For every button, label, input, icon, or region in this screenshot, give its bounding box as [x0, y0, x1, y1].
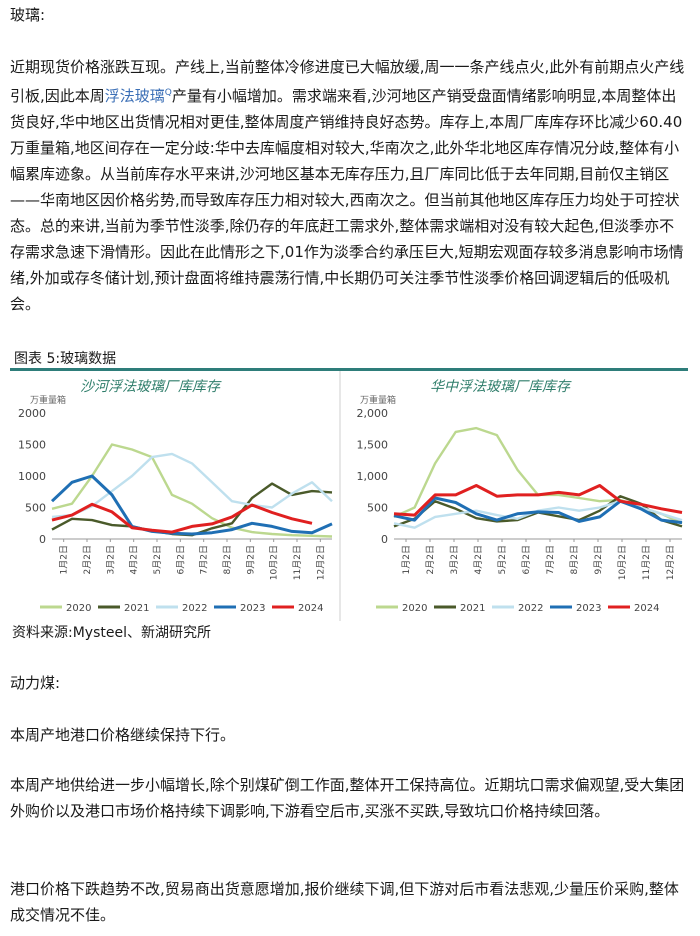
x-tick-label: 1月2日 [401, 545, 412, 574]
y-tick-label: 500 [25, 502, 46, 515]
chart-title: 华中浮法玻璃厂库库存 [430, 379, 572, 395]
x-tick-label: 10月2日 [617, 545, 628, 580]
figure-charts: 沙河浮法玻璃厂库库存 万重量箱 0 500 1000 1500 2000 1月2日 2月2日… [10, 368, 688, 623]
y-axis-label: 万重量箱 [30, 394, 66, 406]
y-tick-label: 2000 [18, 407, 46, 420]
x-tick-label: 4月2日 [129, 545, 140, 574]
legend-label-2021: 2021 [124, 603, 149, 614]
x-tick-label: 12月2日 [665, 545, 676, 580]
x-tick-label: 7月2日 [199, 545, 210, 574]
x-tick-label: 9月2日 [593, 545, 604, 574]
legend-label-2020: 2020 [402, 603, 427, 614]
x-tick-label: 5月2日 [152, 545, 163, 574]
legend-left: 2020 2021 2022 2023 2024 [40, 603, 323, 614]
series-line-2023 [50, 474, 333, 536]
legend-right: 2020 2021 2022 2023 2024 [376, 603, 659, 614]
y-tick-label: 1,500 [357, 439, 389, 452]
legend-label-2024: 2024 [634, 603, 659, 614]
legend-label-2021: 2021 [460, 603, 485, 614]
series-line-2023 [393, 496, 683, 525]
x-tick-label: 8月2日 [569, 545, 580, 574]
legend-label-2022: 2022 [182, 603, 207, 614]
legend-label-2022: 2022 [518, 603, 543, 614]
y-tick-label: 0 [39, 533, 46, 546]
x-tick-label: 7月2日 [545, 545, 556, 574]
section-heading-glass: 玻璃: [10, 6, 46, 24]
x-tick-label: 11月2日 [292, 545, 303, 580]
coal-paragraph-2: 本周产地供给进一步小幅增长,除个别煤矿倒工作面,整体开工保持高位。近期坑口需求偏… [10, 776, 685, 820]
section-heading-coal: 动力煤: [10, 674, 61, 692]
x-tick-label: 4月2日 [473, 545, 484, 574]
series-line-2020 [51, 443, 333, 538]
x-tick-label: 11月2日 [641, 545, 652, 580]
y-tick-label: 500 [367, 502, 388, 515]
x-tick-label: 2月2日 [425, 545, 436, 574]
legend-label-2024: 2024 [298, 603, 323, 614]
x-tick-label: 5月2日 [497, 545, 508, 574]
series-line-2022 [51, 452, 333, 519]
y-axis-label: 万重量箱 [360, 394, 396, 406]
glass-paragraph-text-b: 产量有小幅增加。需求端来看,沙河地区产销受盘面情绪影响明显,本周整体出货良好,华… [10, 87, 684, 313]
figure-caption: 图表 5:玻璃数据 [14, 351, 117, 367]
coal-paragraph-1: 本周产地港口价格继续保持下行。 [10, 726, 236, 744]
x-tick-label: 3月2日 [105, 545, 116, 574]
search-icon[interactable]: Q [164, 88, 172, 98]
glass-paragraph: 近期现货价格涨跌互现。产线上,当前整体冷修进度已大幅放缓,周一一条产线点火,此外… [10, 54, 688, 317]
chart-title: 沙河浮法玻璃厂库库存 [80, 379, 222, 395]
x-tick-label: 1月2日 [59, 545, 70, 574]
y-tick-label: 1,000 [357, 470, 389, 483]
x-tick-label: 8月2日 [222, 545, 233, 574]
y-tick-label: 2,000 [357, 407, 389, 420]
x-tick-label: 12月2日 [315, 545, 326, 580]
y-tick-label: 1500 [18, 439, 46, 452]
series-line-2024 [393, 484, 683, 517]
legend-label-2023: 2023 [240, 603, 265, 614]
legend-label-2023: 2023 [576, 603, 601, 614]
series-line-2024 [51, 502, 313, 534]
legend-label-2020: 2020 [66, 603, 91, 614]
x-tick-label: 6月2日 [521, 545, 532, 574]
figure-source: 资料来源:Mysteel、新湖研究所 [12, 625, 211, 641]
x-tick-label: 2月2日 [82, 545, 93, 574]
y-tick-label: 1000 [18, 470, 46, 483]
coal-paragraph-3: 港口价格下跌趋势不改,贸易商出货意愿增加,报价继续下调,但下游对后市看法悲观,少… [10, 880, 679, 924]
float-glass-link[interactable]: 浮法玻璃 [104, 87, 165, 105]
glass-paragraph-text-a: 近期现货价格涨跌互现。产线上,当前整体冷修进度已大幅放缓,周一一条产线点火,此外… [10, 58, 685, 105]
x-tick-label: 6月2日 [175, 545, 186, 574]
chart-huazhong: 华中浮法玻璃厂库库存 万重量箱 0 500 1,000 1,500 2,000 1月2日 2… [357, 379, 683, 580]
x-tick-label: 3月2日 [449, 545, 460, 574]
x-tick-label: 9月2日 [245, 545, 256, 574]
y-tick-label: 0 [381, 533, 388, 546]
charts-svg: 沙河浮法玻璃厂库库存 万重量箱 0 500 1000 1500 2000 1月2日 2月2日… [18, 371, 683, 621]
x-tick-label: 10月2日 [269, 545, 280, 580]
chart-shahe: 沙河浮法玻璃厂库库存 万重量箱 0 500 1000 1500 2000 1月2日 2月2日… [18, 379, 333, 580]
